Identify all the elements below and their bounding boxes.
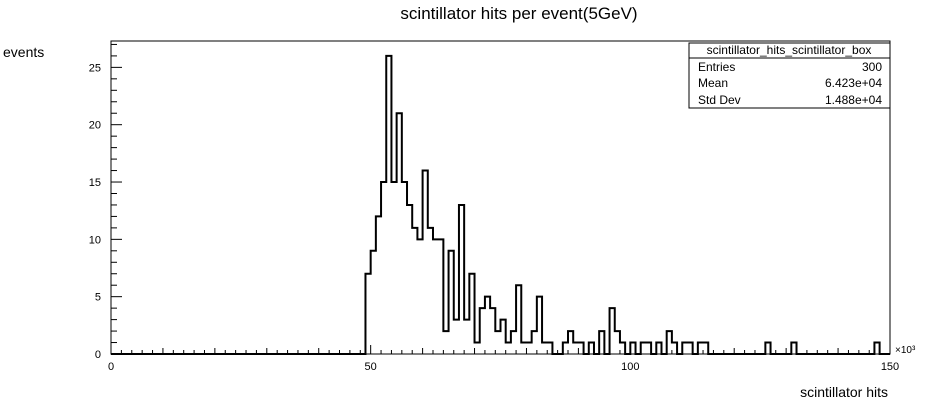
x-axis-multiplier: ×10³ [895, 345, 916, 356]
y-tick-label: 5 [95, 292, 101, 304]
y-tick-label: 10 [89, 234, 101, 246]
x-tick-label: 150 [881, 361, 899, 373]
x-tick-label: 0 [108, 361, 114, 373]
plot-frame [110, 40, 891, 355]
x-tick-label: 100 [621, 361, 639, 373]
stats-mean-value: 6.423e+04 [825, 76, 882, 90]
stats-box-title: scintillator_hits_scintillator_box [707, 43, 872, 57]
y-tick-label: 20 [89, 120, 101, 132]
stats-mean-label: Mean [698, 76, 728, 90]
stats-stddev-value: 1.488e+04 [825, 93, 882, 107]
stats-entries-label: Entries [698, 60, 735, 74]
stats-box: scintillator_hits_scintillator_box Entri… [688, 42, 891, 109]
stats-stddev-label: Std Dev [698, 93, 741, 107]
x-tick-label: 50 [365, 361, 377, 373]
stats-box-frame [688, 42, 891, 109]
y-axis-title: events [3, 44, 44, 60]
histogram-series [111, 54, 890, 355]
y-tick-label: 25 [89, 62, 101, 74]
y-tick-label: 15 [89, 177, 101, 189]
x-axis-title: scintillator hits [800, 384, 888, 400]
y-tick-label: 0 [95, 349, 101, 361]
y-axis: 0 5 10 15 20 25 [89, 43, 122, 361]
stats-entries-value: 300 [862, 60, 882, 74]
x-axis: 0 50 100 150 [108, 345, 899, 373]
chart-title: scintillator hits per event(5GeV) [400, 4, 637, 23]
